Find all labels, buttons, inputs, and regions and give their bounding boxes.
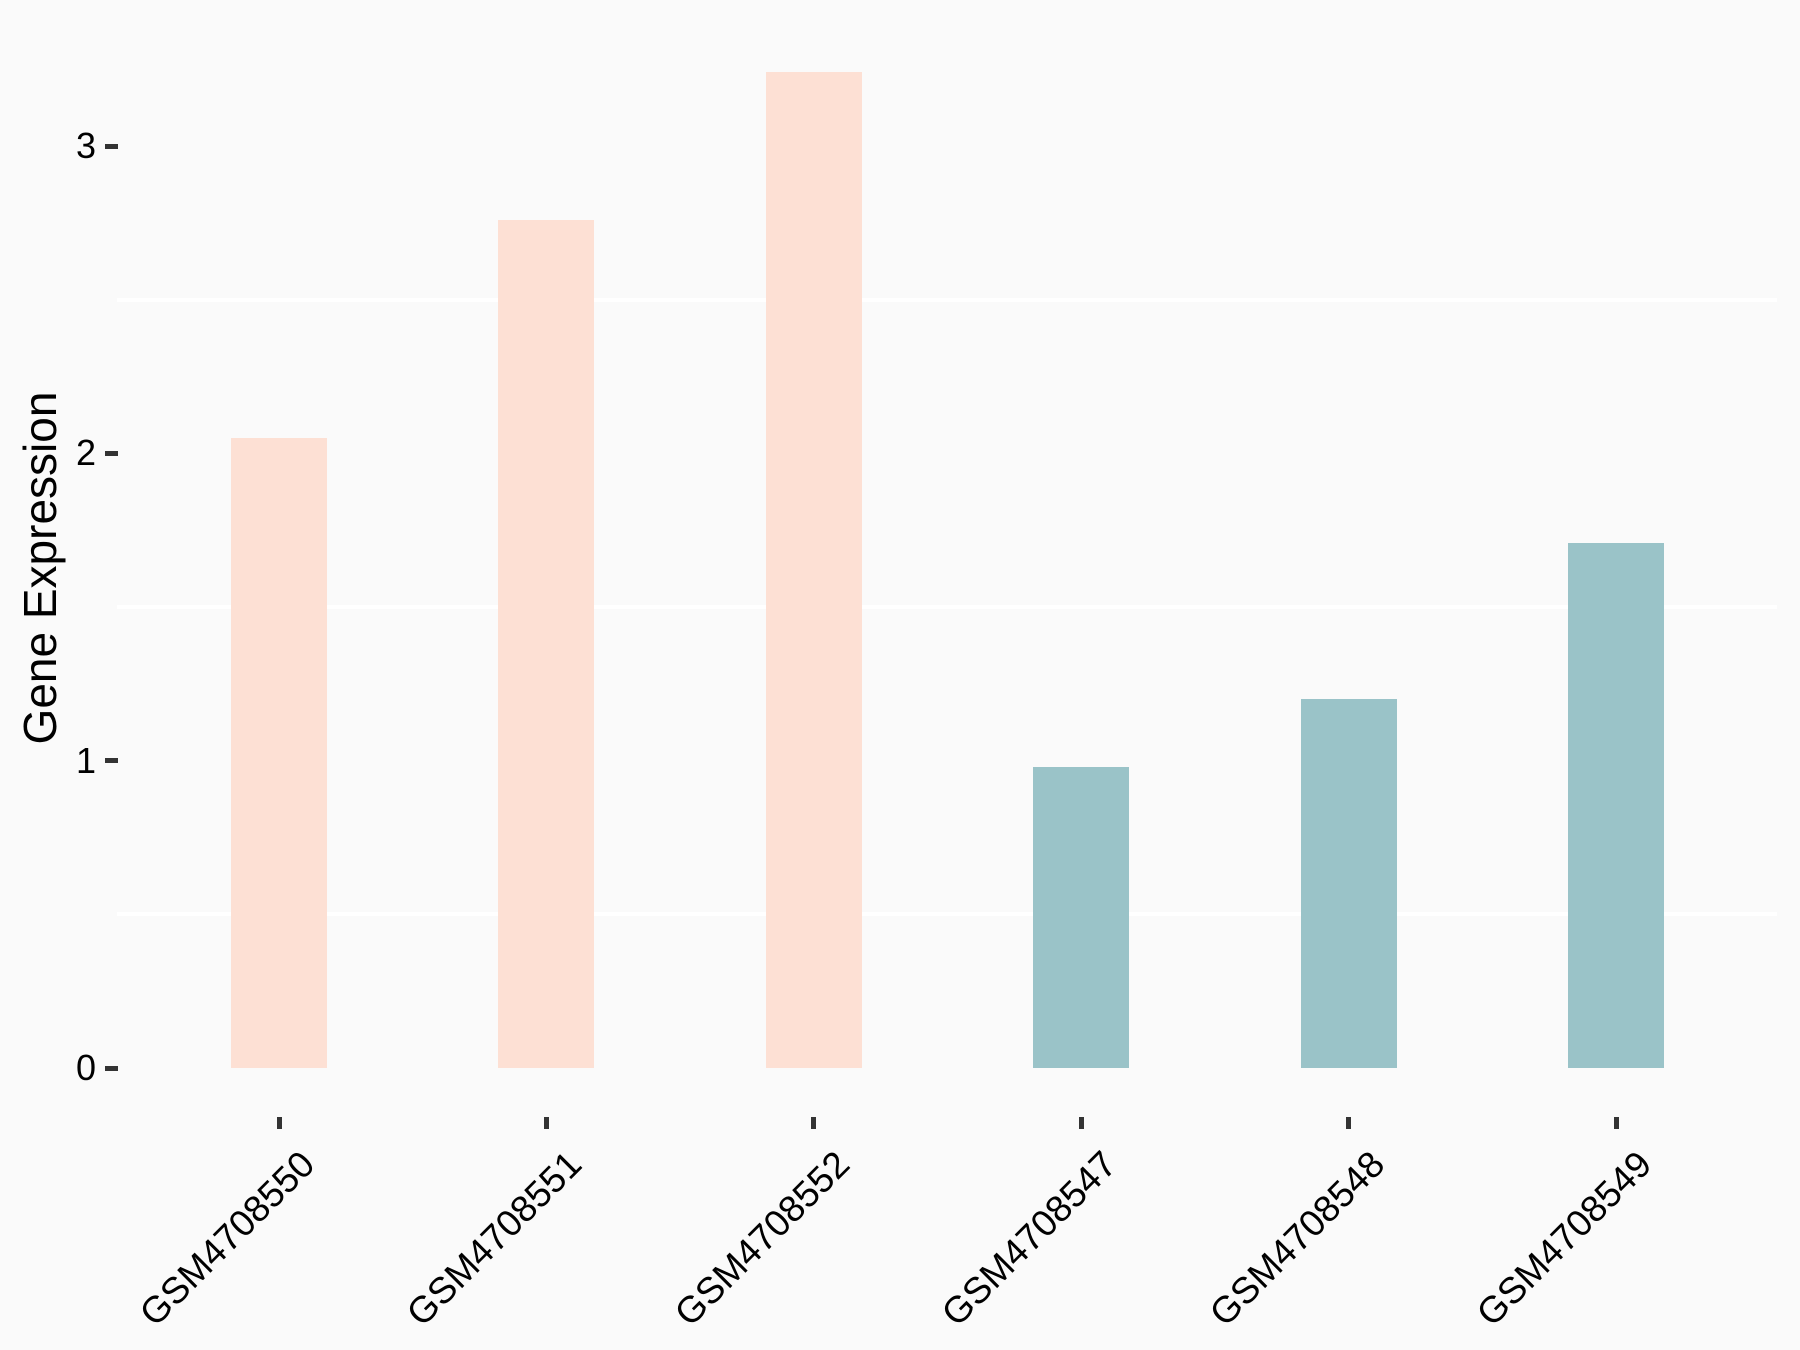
x-tick-mark <box>1613 1117 1619 1129</box>
y-tick-mark <box>105 758 118 764</box>
x-tick-label: GSM4708548 <box>1201 1143 1392 1334</box>
bar-GSM4708550 <box>231 438 327 1068</box>
bar-GSM4708547 <box>1033 766 1130 1068</box>
y-tick-label: 2 <box>75 432 96 474</box>
y-tick-mark <box>105 1065 118 1071</box>
minor-gridline <box>117 605 1777 610</box>
minor-gridline <box>117 297 1777 302</box>
x-tick-label: GSM4708550 <box>131 1143 323 1334</box>
x-tick-mark <box>276 1117 282 1129</box>
x-tick-mark <box>811 1117 817 1129</box>
bar-GSM4708552 <box>765 72 862 1068</box>
x-tick-mark <box>1078 1117 1084 1129</box>
x-tick-label: GSM4708551 <box>399 1143 590 1334</box>
bar-GSM4708549 <box>1568 542 1664 1068</box>
y-axis-title: Gene Expression <box>14 391 66 745</box>
y-tick-label: 3 <box>75 125 96 167</box>
bar-GSM4708548 <box>1300 699 1397 1068</box>
y-tick-mark <box>105 450 118 456</box>
y-tick-label: 1 <box>75 739 96 781</box>
y-tick-mark <box>105 143 118 149</box>
x-tick-mark <box>1346 1117 1352 1129</box>
x-tick-label: GSM4708547 <box>934 1143 1125 1334</box>
x-tick-label: GSM4708552 <box>666 1143 858 1334</box>
bar-GSM4708551 <box>498 219 595 1068</box>
minor-gridline <box>117 912 1777 917</box>
y-tick-label: 0 <box>75 1047 96 1088</box>
x-tick-label: GSM4708549 <box>1468 1143 1660 1334</box>
x-tick-mark <box>543 1117 549 1129</box>
